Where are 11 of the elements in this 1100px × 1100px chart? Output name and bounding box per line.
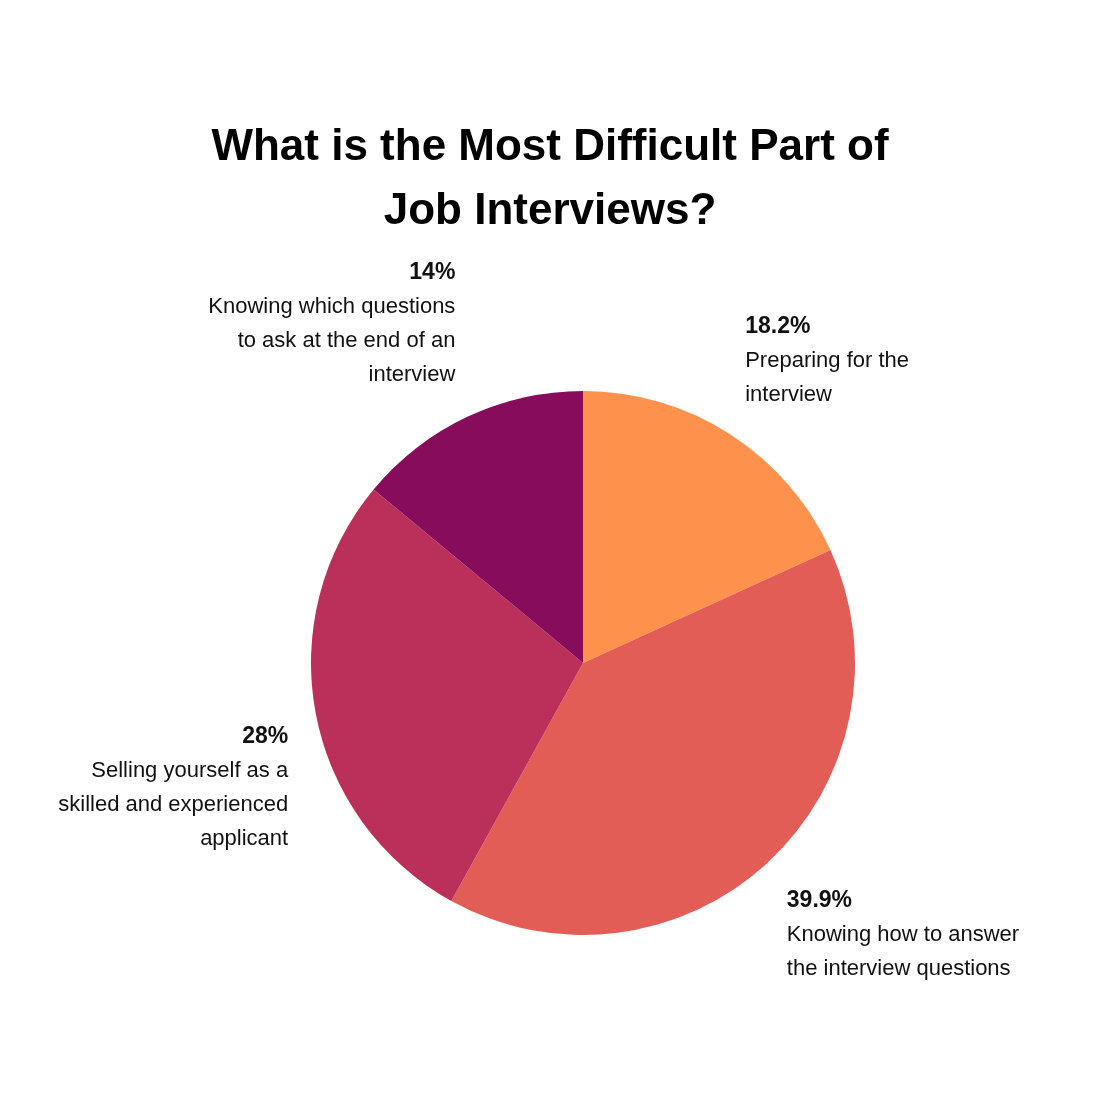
data-label: 39.9% [786,886,853,913]
chart-title: What is the Most Difficult Part of Job Interviews? [210,119,890,235]
pie-slice [373,391,583,663]
slice-label: Knowing how to answer the interview questions [786,921,1020,981]
slice-label: Selling yourself as a skilled and experienced applicant [58,756,289,850]
data-label: 28% [242,721,289,748]
data-label: 18.2% [745,311,811,338]
slice-label: Knowing which questions to ask at the end of an interview [208,293,456,387]
pie-slice [311,489,583,902]
slice-label: Preparing for the interview [745,346,910,406]
data-label: 14% [409,258,456,285]
